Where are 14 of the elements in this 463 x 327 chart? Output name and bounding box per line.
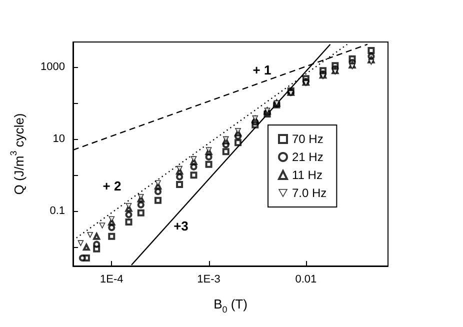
- y-tick-label: 10: [52, 133, 65, 146]
- annotation: + 2: [102, 178, 122, 194]
- annotation: + 1: [252, 62, 272, 78]
- legend-label: 70 Hz: [292, 132, 324, 146]
- annotation: +3: [174, 218, 188, 234]
- y-axis-title: Q (J/m3 cycle): [8, 113, 26, 195]
- x-tick-label: 1E-3: [197, 274, 220, 286]
- y-tick-label: 0.1: [50, 205, 65, 218]
- x-tick-label: 0.01: [295, 274, 317, 286]
- legend-label: 11 Hz: [292, 168, 322, 182]
- x-tick-label: 1E-4: [100, 274, 124, 286]
- legend-label: 7.0 Hz: [292, 186, 327, 200]
- legend-label: 21 Hz: [292, 150, 324, 164]
- y-tick-label: 1000: [40, 61, 65, 74]
